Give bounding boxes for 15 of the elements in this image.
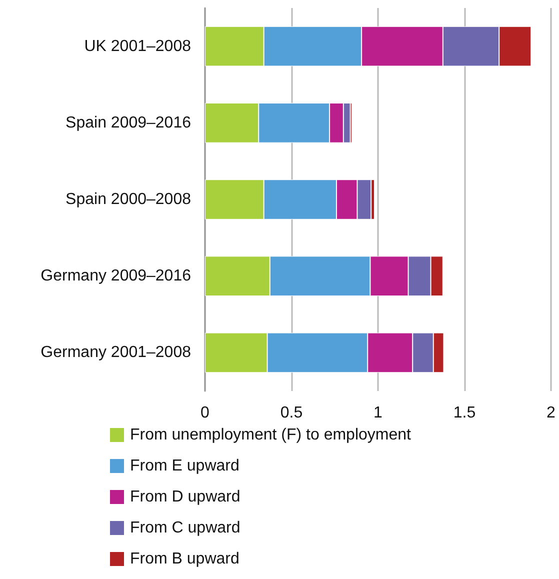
legend-label: From C upward bbox=[130, 520, 240, 536]
x-tick-label: 1 bbox=[374, 404, 383, 422]
y-tick-label: Germany 2009–2016 bbox=[40, 268, 192, 285]
x-tick-label: 0 bbox=[200, 404, 210, 422]
y-tick-label: Germany 2001–2008 bbox=[40, 344, 192, 362]
y-tick-label: UK 2001–2008 bbox=[84, 38, 192, 55]
legend-label: From B upward bbox=[130, 550, 240, 568]
y-tick-label: Spain 2009–2016 bbox=[66, 114, 192, 132]
legend-label: From unemployment (F) to employment bbox=[130, 426, 412, 444]
x-tick-label: 0.5 bbox=[280, 404, 303, 422]
y-tick-label: Spain 2000–2008 bbox=[66, 191, 192, 208]
legend-label: From D upward bbox=[130, 488, 240, 506]
x-tick-label: 2 bbox=[546, 404, 556, 422]
x-tick-label: 1.5 bbox=[453, 404, 476, 422]
legend-label: From E upward bbox=[130, 458, 240, 474]
